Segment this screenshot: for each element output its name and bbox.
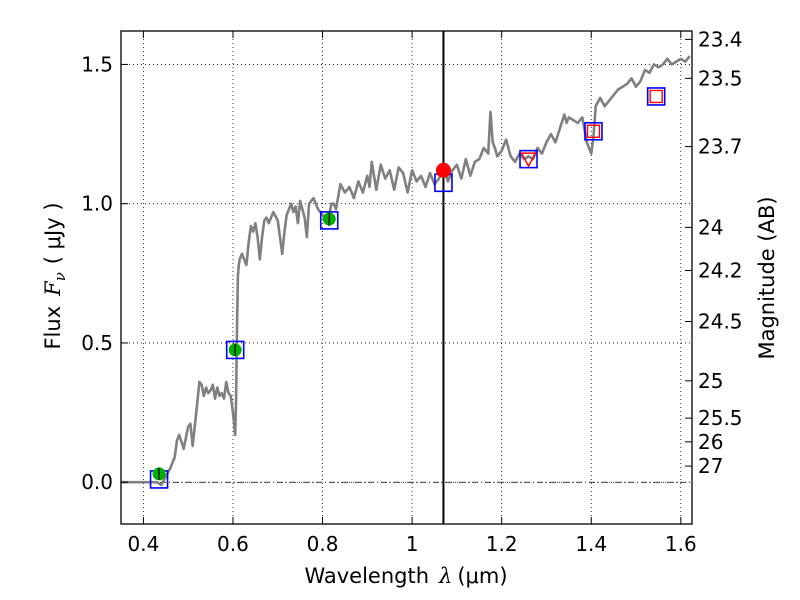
x-tick-label: 1 [406, 532, 419, 556]
y2-tick-label: 23.4 [698, 27, 743, 51]
x-tick-label: 1.2 [486, 532, 518, 556]
y2-tick-label: 26 [698, 430, 723, 454]
y2-tick-label: 27 [698, 454, 723, 478]
y-axis-unit: ( μJy ) [41, 202, 65, 264]
model-photometry-point [519, 149, 538, 169]
y2-tick-label: 23.7 [698, 135, 743, 159]
x-tick-label: 0.8 [307, 532, 339, 556]
y-axis-label: Flux [41, 306, 65, 350]
x-tick-label: 0.4 [127, 532, 159, 556]
y2-axis-title: Magnitude (AB) [755, 196, 779, 359]
y-tick-label: 1.5 [81, 52, 113, 76]
y-tick-label: 0.0 [81, 470, 113, 494]
model-spectrum-line [121, 55, 691, 487]
y2-tick-label: 25.5 [698, 406, 743, 430]
x-axis-symbol: λ [438, 564, 452, 588]
x-axis-title: Wavelength λ (μm) [304, 564, 507, 588]
upper-limit-marker [520, 152, 537, 168]
y-axis-subscript: ν [51, 272, 69, 281]
y2-tick-label: 25 [698, 369, 723, 393]
x-tick-label: 0.6 [217, 532, 249, 556]
axis-ticks: 0.4 0.6 0.8 1 1.2 1.4 1.6 0.0 0.5 1.0 1.5 23.4 23.5 2… [81, 27, 742, 556]
highlight-point [435, 162, 451, 178]
model-photometry-point [319, 211, 339, 230]
model-photometry-point [584, 121, 603, 141]
y2-tick-label: 24.2 [698, 259, 743, 283]
x-axis-unit: (μm) [457, 564, 507, 588]
y2-tick-label: 23.5 [698, 66, 743, 90]
y-tick-label: 1.0 [81, 192, 113, 216]
y2-tick-label: 24.5 [698, 310, 743, 334]
upper-limit-marker [586, 124, 601, 138]
plot-frame [120, 30, 693, 525]
y-axis-symbol: F [41, 280, 65, 297]
model-photometry-point [225, 340, 245, 360]
series-layer [121, 55, 691, 489]
y-axis-title: Flux Fν ( μJy ) [41, 202, 69, 349]
y2-tick-label: 24 [698, 215, 723, 239]
reference-lines [121, 31, 692, 524]
x-axis-label: Wavelength [304, 564, 429, 588]
y-tick-label: 0.5 [81, 331, 113, 355]
x-tick-label: 1.6 [665, 532, 697, 556]
x-tick-label: 1.4 [575, 532, 607, 556]
upper-limit-marker [649, 89, 663, 104]
model-photometry-point [646, 87, 666, 106]
